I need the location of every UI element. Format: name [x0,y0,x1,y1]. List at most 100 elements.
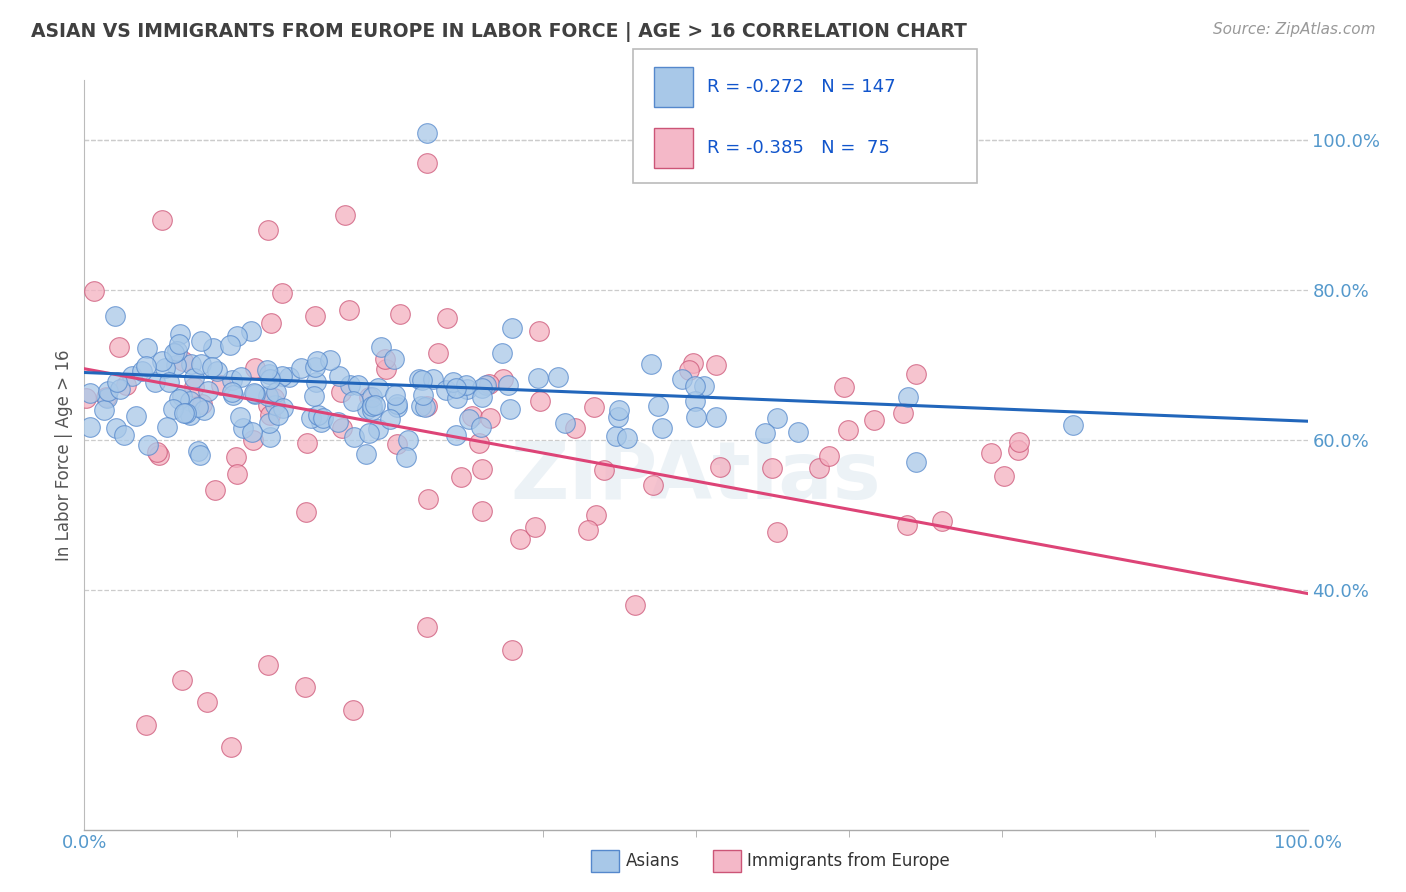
Point [183,371,205,385]
Point [333,208,356,222]
Point [110,382,132,396]
Point [461,409,484,423]
Point [354,447,377,461]
Point [593,463,616,477]
Point [692,379,714,393]
Point [135,359,157,373]
Point [148,448,170,462]
Point [263,391,285,405]
Point [180,357,202,371]
Point [832,379,855,393]
Point [204,483,226,498]
Point [136,341,159,355]
Point [754,426,776,441]
Point [221,373,243,387]
Point [382,351,405,366]
Text: ASIAN VS IMMIGRANTS FROM EUROPE IN LABOR FORCE | AGE > 16 CORRELATION CHART: ASIAN VS IMMIGRANTS FROM EUROPE IN LABOR… [31,22,967,42]
Point [412,387,434,401]
Point [240,425,263,439]
Point [862,413,884,427]
Point [766,524,789,539]
Point [471,381,494,395]
Point [385,397,408,411]
Point [411,373,433,387]
Point [416,126,439,140]
Point [143,376,166,390]
Point [187,444,209,458]
Point [378,412,401,426]
Point [475,377,498,392]
Point [492,372,515,386]
Point [765,411,787,425]
Y-axis label: In Labor Force | Age > 16: In Labor Force | Age > 16 [55,349,73,561]
Point [167,337,190,351]
Point [337,302,360,317]
Point [267,408,290,422]
Point [787,425,810,439]
Point [259,316,281,330]
Point [583,400,606,414]
Point [444,427,467,442]
Point [385,401,408,415]
Point [179,393,201,408]
Point [426,345,449,359]
Point [193,403,215,417]
Point [257,657,280,672]
Point [361,402,384,417]
Point [294,680,316,694]
Point [218,338,240,352]
Point [651,421,673,435]
Point [456,382,478,396]
Point [547,370,569,384]
Point [585,508,607,522]
Point [94,390,117,404]
Point [243,361,266,376]
Point [108,340,131,354]
Point [817,450,839,464]
Point [221,384,243,399]
Point [207,363,229,377]
Point [79,385,101,400]
Point [641,478,664,492]
Point [678,362,700,376]
Point [1008,435,1031,450]
Point [225,450,247,464]
Point [83,284,105,298]
Point [290,360,312,375]
Point [374,362,396,376]
Point [150,354,173,368]
Point [364,398,387,412]
Point [904,367,927,381]
Point [222,388,245,402]
Point [905,455,928,469]
Point [501,321,523,335]
Point [93,402,115,417]
Point [259,372,281,386]
Point [202,342,225,356]
Point [416,491,439,506]
Point [104,310,127,324]
Point [190,334,212,348]
Point [319,353,342,368]
Point [312,411,335,425]
Point [509,532,531,546]
Point [271,368,294,383]
Point [524,520,547,534]
Point [190,357,212,371]
Point [172,673,194,687]
Point [172,389,194,403]
Point [96,391,118,405]
Point [162,402,184,417]
Point [172,354,194,368]
Point [408,372,430,386]
Point [326,415,349,429]
Point [478,410,501,425]
Point [704,410,727,425]
Point [166,343,188,358]
Point [616,431,638,445]
Point [709,460,731,475]
Point [647,400,669,414]
Point [444,381,467,395]
Point [169,327,191,342]
Point [257,367,280,381]
